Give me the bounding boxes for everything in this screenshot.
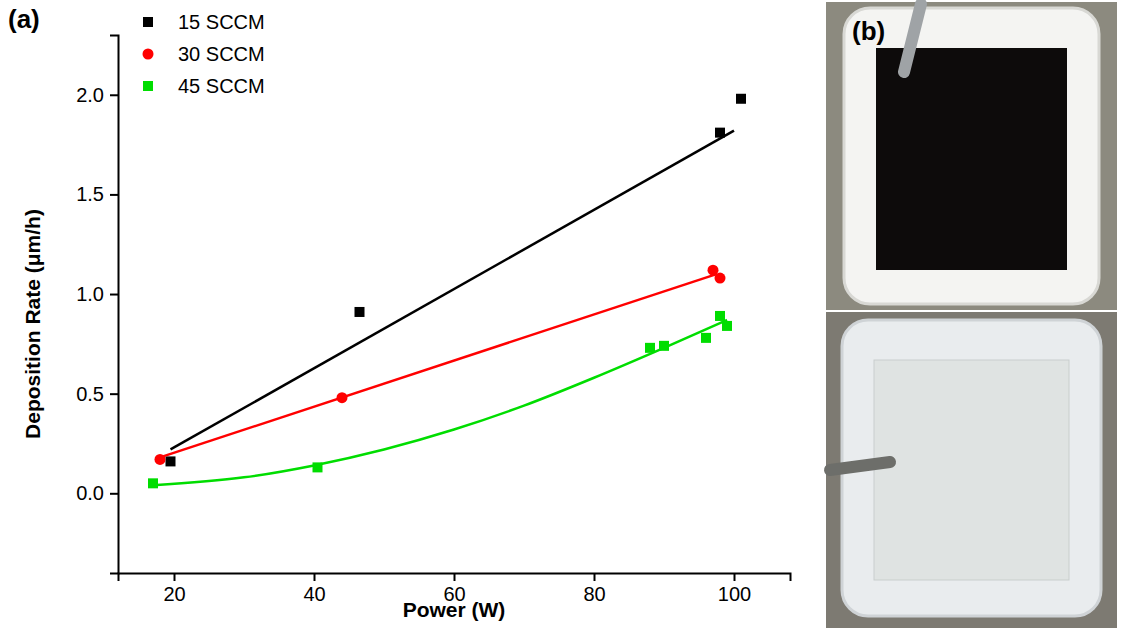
legend-marker [143, 81, 153, 91]
y-axis: 0.0 0.5 1.0 1.5 2.0 [76, 36, 118, 574]
legend-marker [143, 17, 153, 27]
photo-background [826, 312, 1117, 628]
y-tick-mark [110, 194, 118, 196]
y-tick-label: 1.5 [76, 183, 104, 205]
x-tick-label: 80 [583, 583, 605, 605]
y-tick: 1.5 [76, 183, 118, 205]
data-point [645, 343, 655, 353]
x-tick-mark [734, 573, 736, 581]
y-axis-line [110, 36, 119, 574]
canvas: 204060801000.00.51.01.52.0Power (W)Depos… [0, 0, 1121, 631]
data-point [715, 273, 726, 284]
x-tick-mark [174, 573, 176, 581]
x-tick-mark [454, 573, 456, 581]
x-tick-mark [314, 573, 316, 581]
y-axis-title: Deposition Rate (μm/h) [21, 209, 44, 439]
y-tick-label: 0.5 [76, 383, 104, 405]
data-point [659, 341, 669, 351]
data-point [155, 454, 166, 465]
fit-line [171, 131, 735, 450]
data-point [355, 307, 365, 317]
x-axis-title: Power (W) [403, 598, 506, 621]
y-tick-mark [110, 294, 118, 296]
legend-label: 30 SCCM [178, 43, 265, 65]
panel-label: (a) [8, 4, 40, 34]
y-tick: 0.5 [76, 383, 118, 405]
legend-marker [143, 49, 154, 60]
x-tick-mark [594, 573, 596, 581]
y-tick: 1.0 [76, 283, 118, 305]
y-tick-mark [110, 393, 118, 395]
x-tick: 20 [163, 573, 185, 605]
y-tick-label: 0.0 [76, 482, 104, 504]
legend: 15 SCCM 30 SCCM 45 SCCM [143, 11, 265, 97]
x-tick: 80 [583, 573, 605, 605]
y-tick-label: 2.0 [76, 84, 104, 106]
y-tick-mark [110, 94, 118, 96]
photo-background [826, 2, 1117, 310]
coated-film [876, 48, 1067, 270]
tray [844, 8, 1099, 304]
data-point [148, 478, 158, 488]
fit-line [153, 320, 727, 485]
x-tick-label: 100 [718, 583, 751, 605]
data-point [722, 321, 732, 331]
tweezers [830, 462, 890, 470]
tweezers [904, 4, 921, 72]
data-point [715, 128, 725, 138]
panel-label: (b) [852, 16, 885, 46]
clear-film [874, 360, 1069, 580]
x-tick-label: 20 [163, 583, 185, 605]
legend-label: 15 SCCM [178, 11, 265, 33]
data-point [313, 462, 323, 472]
photo-panel [826, 2, 1117, 628]
x-tick: 40 [303, 573, 325, 605]
data-point [166, 456, 176, 466]
legend-label: 45 SCCM [178, 75, 265, 97]
plot-area [148, 94, 746, 489]
data-point [337, 392, 348, 403]
data-point [736, 94, 746, 104]
fit-line [160, 274, 717, 457]
y-tick-label: 1.0 [76, 283, 104, 305]
x-tick: 100 [718, 573, 751, 605]
y-tick: 0.0 [76, 482, 118, 504]
y-tick: 2.0 [76, 84, 118, 106]
data-point [715, 311, 725, 321]
x-axis-line [119, 574, 791, 582]
x-tick-label: 40 [303, 583, 325, 605]
y-tick-mark [110, 493, 118, 495]
data-point [701, 333, 711, 343]
